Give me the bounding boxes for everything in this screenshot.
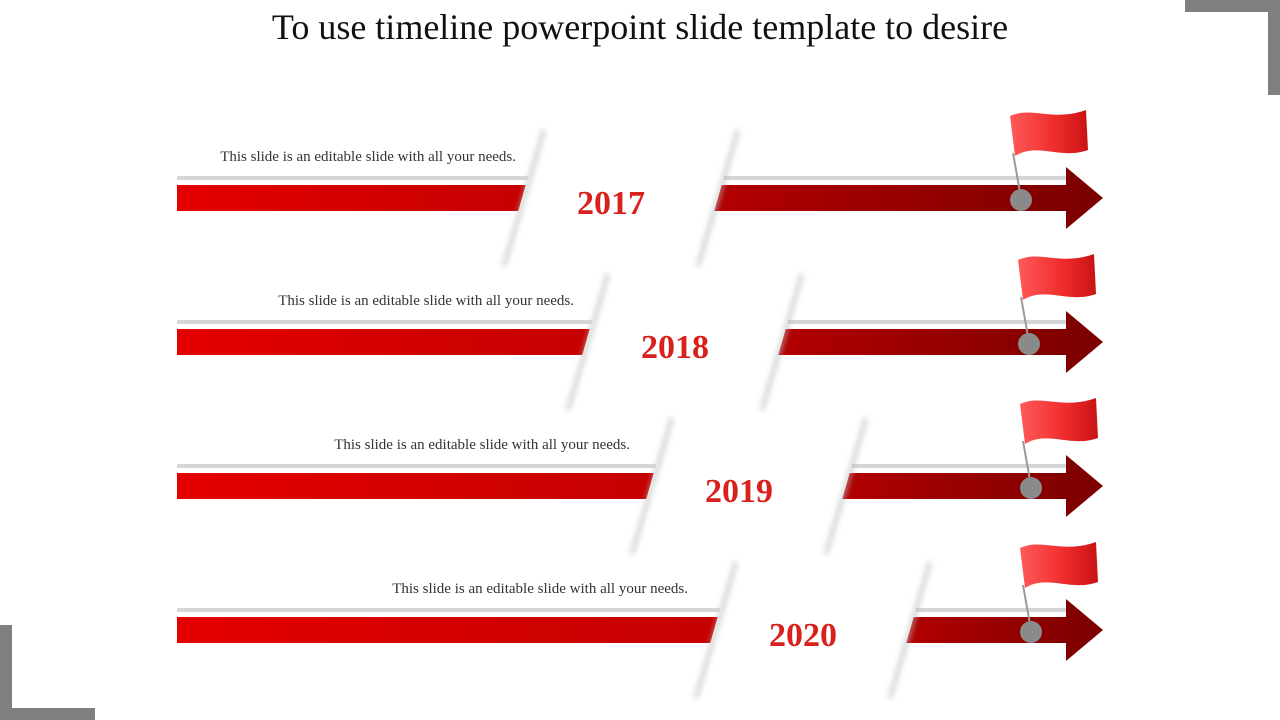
gap-shadow-right	[824, 417, 868, 555]
bar-right-arrow	[710, 167, 1103, 229]
slanted-gap	[694, 560, 930, 700]
gap-shadow-right	[696, 129, 740, 267]
bar-left-segment	[177, 329, 594, 355]
year-label: 2019	[705, 473, 773, 510]
timeline-row-2020	[177, 542, 1103, 700]
timeline-row-2018	[177, 254, 1103, 412]
pin-dot	[1020, 477, 1042, 499]
gap-shadow-right	[888, 561, 932, 699]
slide-title: To use timeline powerpoint slide templat…	[271, 7, 1009, 47]
timeline-row-2019	[177, 398, 1103, 556]
timeline-row-2017	[177, 110, 1103, 268]
gap-shadow-left	[694, 561, 738, 699]
pin-dot	[1018, 333, 1040, 355]
year-label: 2020	[769, 617, 837, 654]
red-flag-icon	[1020, 542, 1098, 588]
gap-shadow-right	[760, 273, 804, 411]
slanted-gap	[630, 416, 866, 556]
red-flag-icon	[1020, 398, 1098, 444]
grey-guide-line	[177, 464, 1067, 468]
year-label: 2018	[641, 329, 709, 366]
red-flag-icon	[1010, 110, 1088, 156]
grey-guide-line	[177, 608, 1067, 612]
row-description: This slide is an editable slide with all…	[220, 149, 516, 165]
gap-shadow-left	[630, 417, 674, 555]
pin-dot	[1020, 621, 1042, 643]
gap-shadow-left	[502, 129, 546, 267]
corner-decoration-bottom-left	[0, 625, 95, 720]
red-flag-icon	[1018, 254, 1096, 300]
slanted-gap	[566, 272, 802, 412]
gap-shadow-left	[566, 273, 610, 411]
bar-right-arrow	[838, 455, 1103, 517]
bar-right-arrow	[774, 311, 1103, 373]
corner-decoration-top-right	[1185, 0, 1280, 95]
bar-left-segment	[177, 473, 658, 499]
row-description: This slide is an editable slide with all…	[278, 293, 574, 309]
bar-right-arrow	[902, 599, 1103, 661]
year-label: 2017	[577, 185, 645, 222]
row-description: This slide is an editable slide with all…	[334, 437, 630, 453]
slanted-gap	[502, 128, 738, 268]
bar-left-segment	[177, 617, 722, 643]
bar-left-segment	[177, 185, 530, 211]
row-description: This slide is an editable slide with all…	[392, 581, 688, 597]
pin-dot	[1010, 189, 1032, 211]
